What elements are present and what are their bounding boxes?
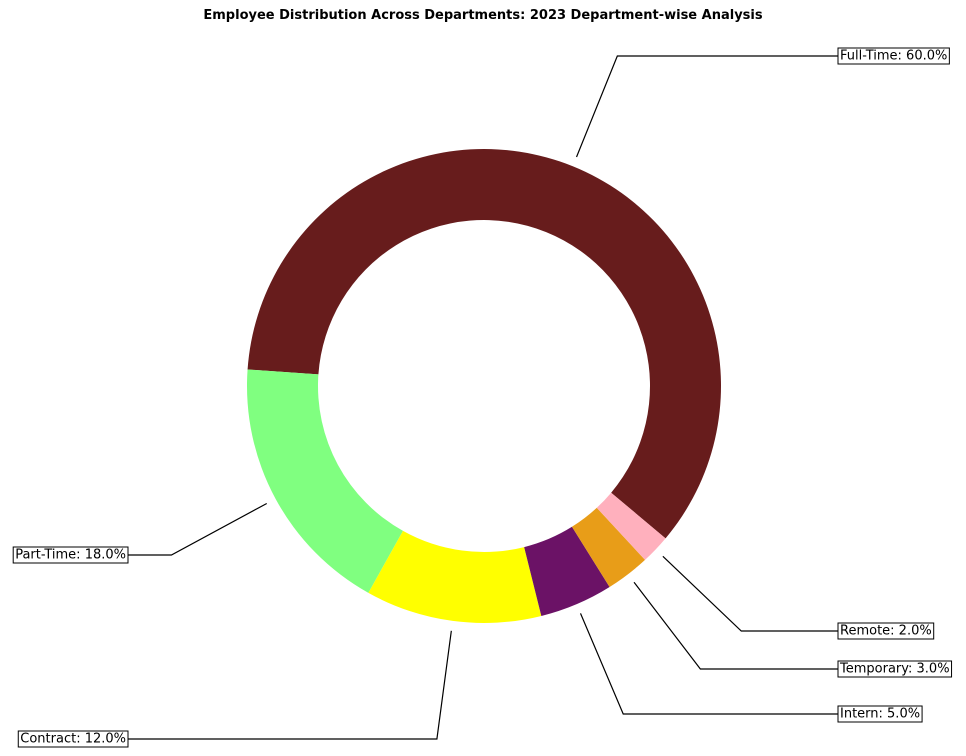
leader-line-remote (662, 555, 838, 632)
slice-temporary (571, 507, 646, 587)
leader-line-part-time (128, 502, 268, 556)
leader-line-intern (579, 613, 838, 715)
label-leader-lines (128, 55, 838, 740)
slice-remote (596, 492, 666, 560)
label-temporary: Temporary: 3.0% (837, 660, 953, 678)
label-box-intern (837, 705, 923, 723)
label-box-remote (837, 622, 935, 640)
label-part-time: Part-Time: 18.0% (12, 546, 129, 564)
label-box-full-time (837, 47, 950, 65)
donut-slices (247, 148, 721, 623)
label-text-intern: Intern: 5.0% (840, 707, 920, 722)
label-text-part-time: Part-Time: 18.0% (15, 548, 126, 563)
label-box-contract (17, 730, 129, 748)
label-text-temporary: Temporary: 3.0% (839, 662, 950, 677)
slice-intern (524, 526, 610, 616)
label-text-full-time: Full-Time: 60.0% (840, 49, 947, 64)
leader-line-temporary (633, 581, 838, 670)
slice-labels: Full-Time: 60.0% Part-Time: 18.0% Contract… (12, 47, 953, 748)
chart-title: Employee Distribution Across Departments… (203, 8, 763, 23)
label-box-temporary (837, 660, 953, 678)
leader-line-full-time (575, 55, 838, 158)
label-text-contract: Contract: 12.0% (20, 732, 126, 747)
slice-full-time (247, 148, 721, 539)
label-full-time: Full-Time: 60.0% (837, 47, 950, 65)
leader-line-contract (128, 630, 452, 740)
label-text-remote: Remote: 2.0% (840, 624, 932, 639)
label-contract: Contract: 12.0% (17, 730, 129, 748)
slice-contract (368, 530, 542, 623)
label-box-part-time (12, 546, 129, 564)
slice-part-time (247, 369, 404, 593)
label-intern: Intern: 5.0% (837, 705, 923, 723)
label-remote: Remote: 2.0% (837, 622, 935, 640)
